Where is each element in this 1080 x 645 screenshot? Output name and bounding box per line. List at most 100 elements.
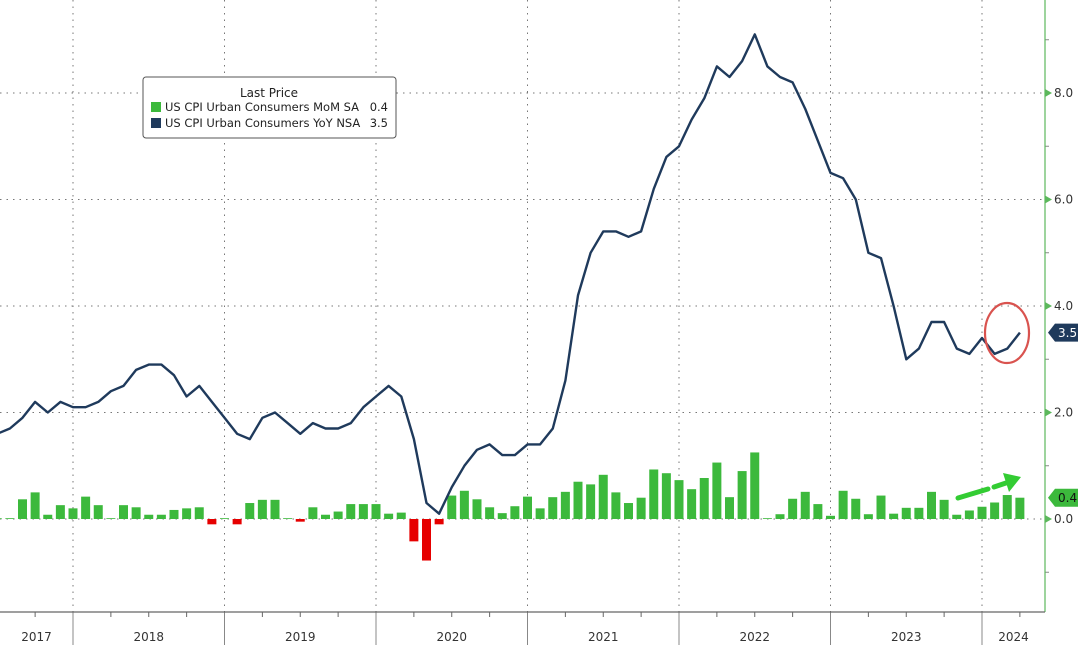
mom-bar [384, 513, 394, 519]
y-tick-label: 6.0 [1054, 193, 1073, 207]
mom-bar [207, 519, 217, 525]
legend-box [142, 76, 397, 139]
mom-bar [0, 518, 2, 519]
mom-bar [901, 507, 911, 519]
mom-bar [371, 504, 381, 519]
mom-bar [270, 499, 280, 519]
yoy-line [0, 33, 1021, 515]
mom-bar [497, 513, 507, 519]
mom-bar [5, 518, 15, 519]
yoy-last-value-tag: 3.5 [1058, 326, 1077, 340]
y-tick-label: 2.0 [1054, 406, 1073, 420]
mom-bar [422, 519, 431, 561]
mom-bar [535, 508, 545, 519]
mom-bar [81, 496, 91, 519]
mom-bar [194, 507, 204, 519]
mom-bar [1002, 495, 1012, 519]
mom-bar [156, 514, 166, 519]
gridlines [0, 0, 1045, 612]
mom-bar [55, 505, 65, 519]
mom-bar [283, 518, 293, 519]
mom-bar [914, 507, 924, 519]
mom-last-value-tag: 0.4 [1058, 491, 1077, 505]
mom-bar [762, 518, 772, 519]
legend-label-mom: US CPI Urban Consumers MoM SA [165, 100, 359, 114]
mom-bar [257, 499, 267, 519]
mom-bar [232, 519, 242, 525]
mom-bar [245, 503, 255, 519]
x-year-label: 2017 [21, 630, 52, 644]
mom-bar [725, 497, 734, 519]
mom-bar [144, 514, 154, 519]
mom-bar [30, 492, 40, 519]
mom-bar [447, 495, 457, 519]
mom-bar [396, 512, 406, 519]
mom-bar [661, 473, 671, 519]
mom-bar [964, 510, 974, 519]
mom-bar [674, 480, 684, 519]
mom-bar [523, 496, 532, 519]
mom-bar [624, 503, 633, 519]
mom-bar [927, 491, 936, 519]
y-tick-label: 4.0 [1054, 299, 1073, 313]
annotations [955, 301, 1031, 501]
mom-bar [977, 506, 987, 519]
mom-bar [18, 499, 27, 519]
mom-bar [712, 462, 722, 519]
mom-bar [800, 491, 810, 519]
mom-bar [182, 508, 192, 519]
legend-title: Last Price [240, 86, 298, 100]
mom-bar [131, 507, 141, 519]
mom-bar [346, 504, 356, 519]
mom-bar [687, 489, 697, 519]
mom-bar [358, 504, 368, 519]
mom-bar [434, 519, 444, 525]
mom-bar [826, 515, 835, 519]
mom-bar [788, 498, 798, 519]
x-year-label: 2019 [285, 630, 316, 644]
mom-bar [220, 518, 229, 519]
mom-bar [876, 495, 886, 519]
mom-bar [43, 514, 53, 519]
mom-bar [573, 481, 583, 519]
mom-bar [169, 509, 179, 519]
mom-bar [813, 504, 823, 519]
mom-bar [459, 490, 469, 519]
mom-bar [649, 469, 659, 519]
y-tick-marker [1045, 515, 1052, 523]
mom-bar [851, 498, 861, 519]
mom-bar [1015, 497, 1025, 519]
mom-bar [586, 484, 596, 519]
mom-bar [775, 514, 785, 519]
mom-bar [737, 471, 747, 519]
mom-bar [333, 511, 343, 519]
mom-bars [0, 452, 1025, 561]
y-tick-marker [1045, 302, 1052, 310]
x-year-label: 2022 [739, 630, 770, 644]
mom-bar [750, 452, 760, 519]
mom-bar [863, 514, 873, 519]
legend-value-yoy: 3.5 [370, 116, 388, 130]
x-year-label: 2024 [998, 630, 1029, 644]
highlight-circle [983, 301, 1031, 365]
mom-bar [295, 519, 305, 522]
mom-bar [472, 499, 482, 519]
mom-bar [485, 507, 495, 519]
trend-arrow-dash [955, 480, 1009, 501]
mom-bar [409, 519, 419, 542]
mom-bar [93, 505, 103, 519]
legend-swatch-yoy [151, 118, 161, 128]
mom-bar [308, 507, 318, 519]
mom-bar [560, 491, 570, 519]
y-tick-label: 0.0 [1054, 512, 1073, 526]
yoy-line-group [0, 33, 1021, 515]
mom-last-value-tag-bg [1048, 488, 1078, 507]
mom-bar [321, 514, 330, 519]
mom-bar [952, 514, 962, 519]
mom-bar [611, 492, 621, 519]
mom-bar [990, 502, 1000, 519]
x-year-label: 2021 [588, 630, 619, 644]
y-tick-marker [1045, 195, 1052, 204]
yoy-last-value-tag-bg [1048, 323, 1078, 342]
